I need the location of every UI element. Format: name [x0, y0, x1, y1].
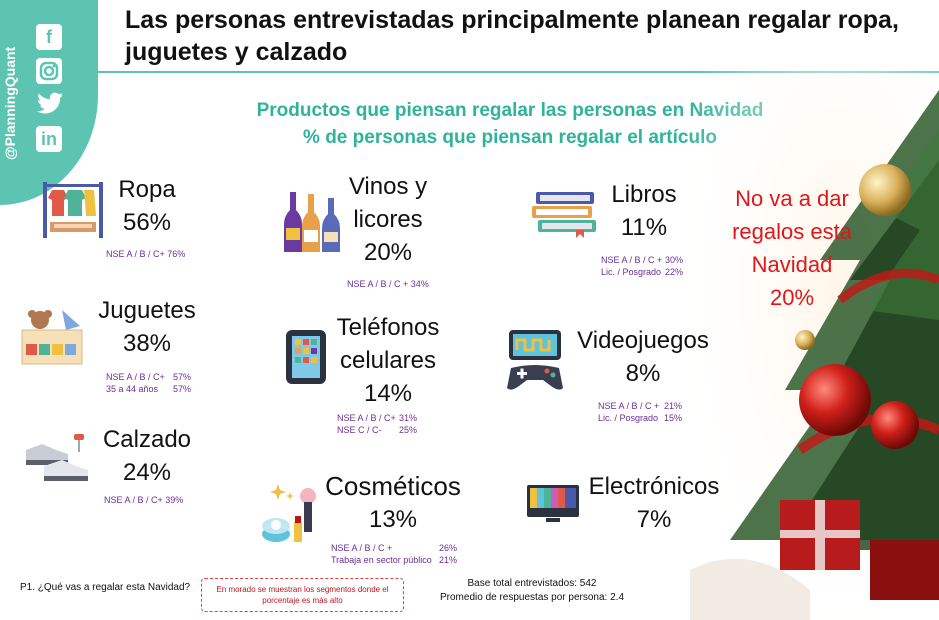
base-total: Base total entrevistados: 542: [467, 578, 597, 589]
subtitle-line-2: % de personas que piensan regalar el art…: [303, 127, 717, 148]
toy-box-icon: [21, 310, 83, 365]
item-videojuegos: Videojuegos 8%: [570, 324, 716, 390]
item-ropa: Ropa 56%: [106, 173, 188, 239]
item-name: Juguetes: [98, 297, 196, 324]
item-percentage: 7%: [636, 506, 672, 533]
item-cosmeticos: Cosméticos 13%: [316, 470, 470, 536]
segment-note: NSE A / B / C +30% Lic. / Posgrado 22%: [601, 255, 684, 277]
item-juguetes: Juguetes 38%: [94, 294, 200, 360]
facebook-icon[interactable]: f: [36, 24, 62, 50]
video-game-icon: [507, 330, 563, 390]
subtitle-line-1: Productos que piensan regalar las person…: [256, 100, 764, 121]
segment-note: NSE A / B / C + 34%: [347, 279, 429, 289]
title-divider: [98, 71, 939, 73]
item-telefonos-celulares: Teléfonos celulares 14%: [330, 311, 446, 410]
wine-bottles-icon: [284, 192, 340, 252]
instagram-icon[interactable]: [36, 58, 62, 84]
social-sidebar: @PlanningQuant f in: [0, 0, 98, 205]
item-percentage: 13%: [368, 506, 418, 533]
no-gift-percentage: 20%: [769, 285, 815, 310]
segment-note: NSE A / B / C+ 39%: [104, 495, 184, 505]
item-name-line2: licores: [353, 206, 423, 233]
item-electronicos: Electrónicos 7%: [582, 470, 726, 536]
books-icon: [532, 192, 596, 238]
christmas-tree-image: [690, 70, 939, 620]
no-gift-line-2: regalos esta: [732, 219, 852, 244]
survey-question: P1. ¿Qué vas a regalar esta Navidad?: [20, 582, 191, 593]
segment-note: NSE A / B / C +26% Trabaja en sector púb…: [331, 543, 458, 565]
linkedin-icon[interactable]: in: [36, 126, 62, 152]
item-percentage: 8%: [625, 360, 661, 387]
item-name: Calzado: [102, 426, 192, 453]
item-name-line2: celulares: [339, 347, 437, 374]
item-name: Electrónicos: [588, 473, 720, 500]
item-vinos-licores: Vinos y licores 20%: [344, 170, 432, 269]
no-gift-line-3: Navidad: [751, 252, 833, 277]
item-libros: Libros 11%: [604, 178, 684, 244]
item-name-line1: Teléfonos: [336, 314, 440, 341]
segment-note: NSE A / B / C +21% Lic. / Posgrado 15%: [598, 401, 683, 423]
twitter-icon[interactable]: [36, 92, 63, 118]
no-gift-callout: No va a dar regalos esta Navidad 20%: [712, 182, 872, 314]
social-handle: @PlanningQuant: [2, 46, 18, 160]
item-percentage: 56%: [122, 209, 172, 236]
item-percentage: 20%: [363, 239, 413, 266]
item-percentage: 11%: [620, 214, 668, 241]
page-title: Las personas entrevistadas principalment…: [125, 6, 899, 66]
clothes-rack-icon: [43, 182, 103, 238]
sneakers-icon: [26, 434, 88, 481]
average-responses: Promedio de respuestas por persona: 2.4: [440, 592, 624, 603]
no-gift-line-1: No va a dar: [735, 186, 849, 211]
segment-note: NSE A / B / C+ 76%: [106, 249, 186, 259]
item-percentage: 38%: [122, 330, 172, 357]
item-name-line1: Vinos y: [348, 173, 428, 200]
item-name: Ropa: [118, 176, 176, 203]
item-name: Libros: [611, 181, 677, 208]
chart-subtitle: Productos que piensan regalar las person…: [240, 97, 780, 151]
smartphone-icon: [286, 330, 326, 384]
tv-icon: [527, 485, 579, 522]
cosmetics-icon: [262, 484, 316, 542]
item-percentage: 24%: [122, 459, 172, 486]
item-name: Cosméticos: [325, 471, 461, 501]
item-name: Videojuegos: [577, 327, 709, 354]
item-percentage: 14%: [363, 380, 413, 407]
segment-note: NSE A / B / C+ 57% 35 a 44 años 57%: [106, 372, 192, 394]
item-calzado: Calzado 24%: [98, 423, 196, 489]
sample-base: Base total entrevistados: 542 Promedio d…: [425, 577, 639, 605]
segment-note: NSE A / B / C+ 31% NSE C / C- 25%: [337, 413, 418, 435]
segment-legend-note: En morado se muestran los segmentos dond…: [201, 578, 404, 612]
